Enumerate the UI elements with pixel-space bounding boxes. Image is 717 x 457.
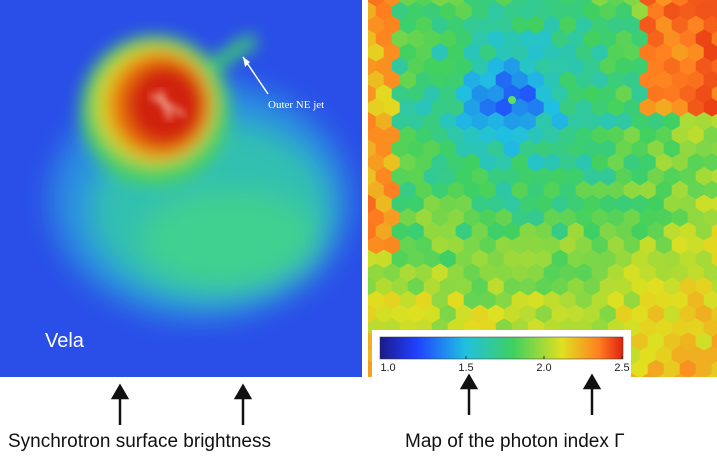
pulsar-spot (508, 96, 516, 104)
colorbar-tick-label: 1.0 (380, 362, 395, 374)
colorbar-tick-label: 1.5 (458, 362, 473, 374)
colorbar-tick-label: 2.0 (536, 362, 551, 374)
left-caption: Synchrotron surface brightness (8, 431, 271, 452)
jet-label: Outer NE jet (268, 99, 324, 111)
arrows (113, 376, 599, 425)
object-label: Vela (45, 330, 85, 352)
page: Outer NE jet Vela 1.0 1.5 2.0 2.5 Synchrotr… (0, 0, 717, 457)
synchrotron-image: Outer NE jet Vela (0, 0, 362, 377)
colorbar (380, 337, 623, 359)
right-caption: Map of the photon index Γ (405, 431, 625, 452)
figure: Outer NE jet Vela 1.0 1.5 2.0 2.5 Synchrotr… (0, 0, 717, 457)
colorbar-tick-label: 2.5 (614, 362, 629, 374)
